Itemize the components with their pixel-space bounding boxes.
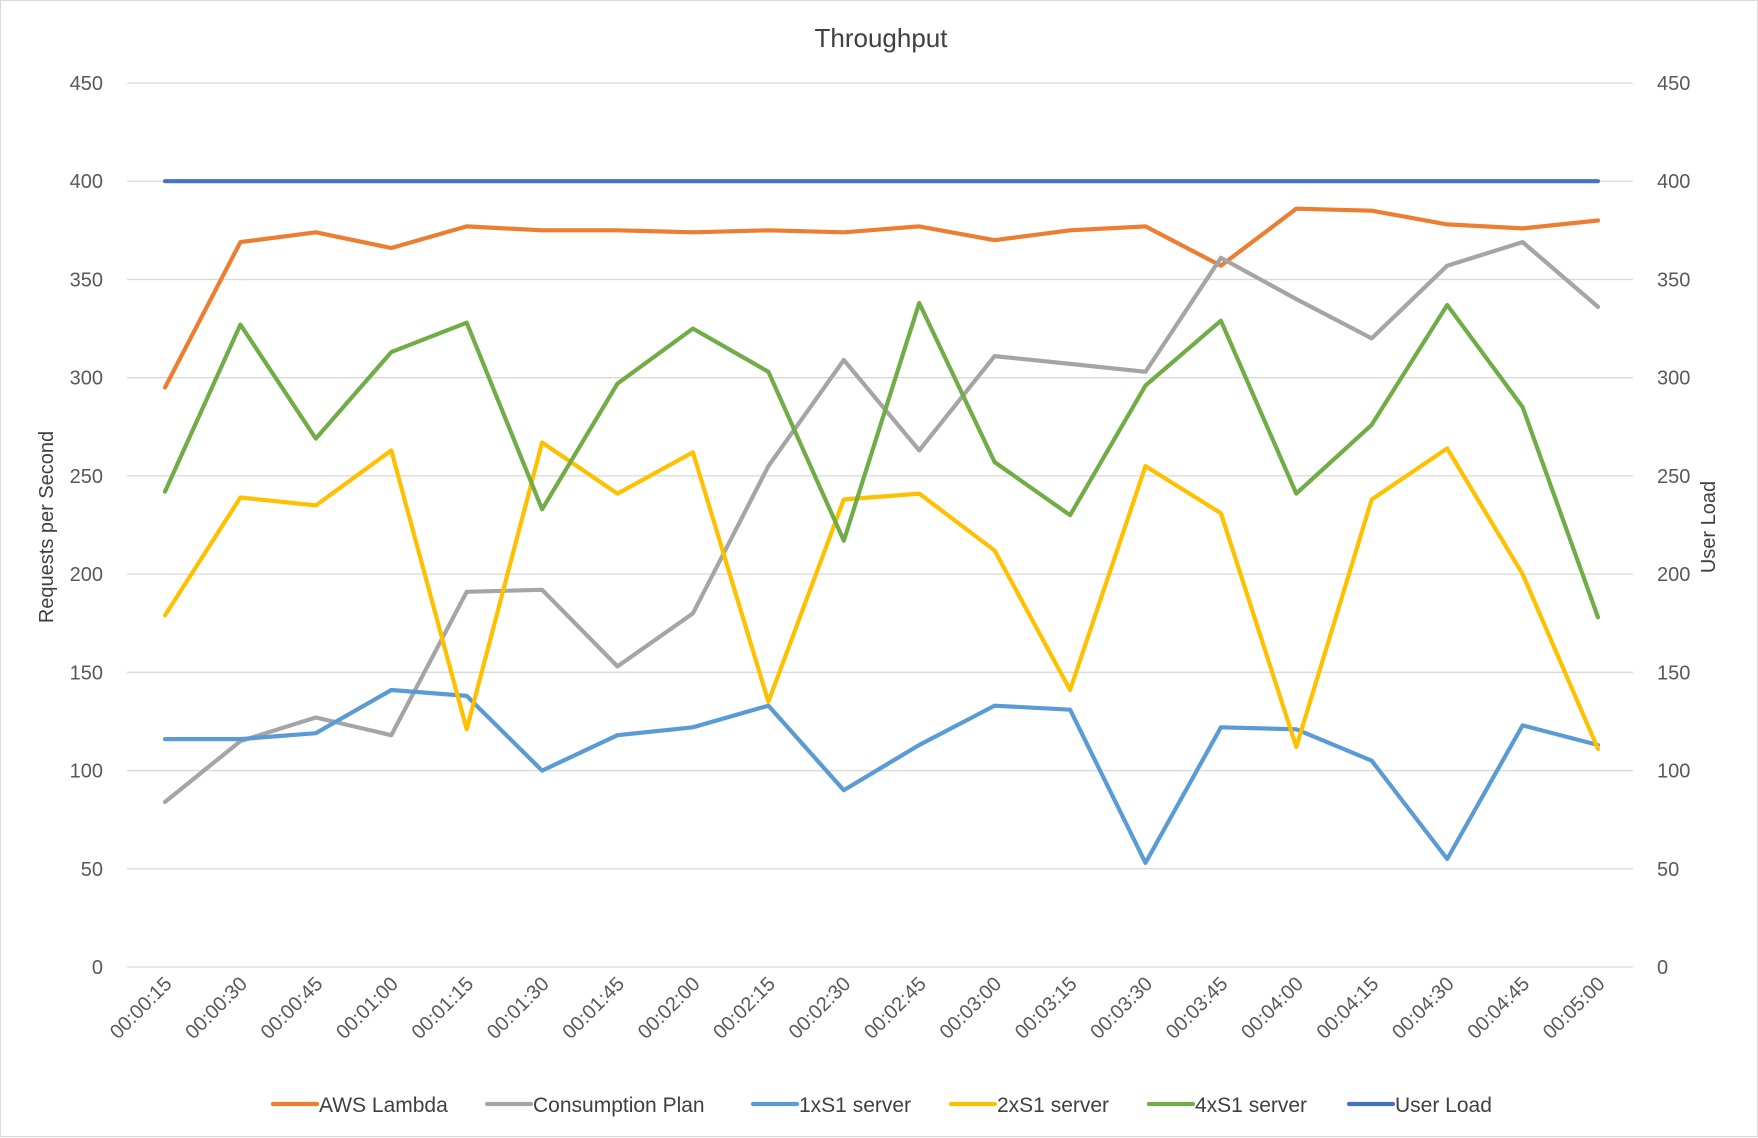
y-axis-title: Requests per Second [36, 431, 58, 623]
y2-axis-ticks: 0 50 100 150 200 250 300 350 400 450 [1657, 73, 1690, 979]
series-line-2xs1-server [162, 440, 1601, 752]
series-line-4xs1-server [162, 300, 1601, 620]
y-tick-label: 150 [70, 662, 103, 684]
y2-tick-label: 0 [1657, 957, 1668, 979]
y-tick-label: 450 [70, 73, 103, 95]
x-tick-label: 00:01:30 [483, 973, 554, 1044]
y2-tick-label: 50 [1657, 859, 1679, 881]
y-tick-label: 0 [92, 957, 103, 979]
y-tick-label: 200 [70, 564, 103, 586]
x-tick-label: 00:02:00 [634, 973, 705, 1044]
legend-label: 4xS1 server [1195, 1094, 1307, 1117]
x-tick-label: 00:03:00 [936, 973, 1007, 1044]
x-tick-label: 00:02:15 [709, 973, 780, 1044]
series-line-1xs1-server [162, 687, 1601, 866]
y2-tick-label: 250 [1657, 466, 1690, 488]
y-tick-label: 100 [70, 761, 103, 783]
x-tick-label: 00:04:30 [1388, 973, 1459, 1044]
x-tick-label: 00:02:30 [785, 973, 856, 1044]
x-tick-label: 00:01:00 [332, 973, 403, 1044]
chart-title: Throughput [815, 23, 949, 53]
y2-tick-label: 400 [1657, 171, 1690, 193]
x-tick-label: 00:04:45 [1464, 973, 1535, 1044]
legend-label: User Load [1395, 1094, 1492, 1117]
y-tick-label: 50 [81, 859, 103, 881]
series-line-consumption-plan [162, 240, 1601, 805]
legend-label: Consumption Plan [533, 1094, 705, 1117]
y2-tick-label: 200 [1657, 564, 1690, 586]
x-tick-label: 00:00:15 [106, 973, 177, 1044]
legend: AWS Lambda Consumption Plan 1xS1 server 2xS… [270, 1094, 1492, 1117]
legend-label: 2xS1 server [997, 1094, 1109, 1117]
y-axis-ticks: 0 50 100 150 200 250 300 350 400 450 [70, 73, 103, 979]
x-tick-label: 00:04:15 [1313, 973, 1384, 1044]
legend-label: 1xS1 server [799, 1094, 911, 1117]
y2-tick-label: 100 [1657, 761, 1690, 783]
y-tick-label: 350 [70, 269, 103, 291]
x-tick-label: 00:03:30 [1086, 973, 1157, 1044]
x-tick-label: 00:02:45 [860, 973, 931, 1044]
y-tick-label: 400 [70, 171, 103, 193]
y-tick-label: 250 [70, 466, 103, 488]
x-tick-label: 00:01:45 [558, 973, 629, 1044]
y2-tick-label: 150 [1657, 662, 1690, 684]
y2-tick-label: 350 [1657, 269, 1690, 291]
x-tick-label: 00:01:15 [408, 973, 479, 1044]
y2-axis-title: User Load [1698, 481, 1720, 573]
series-line-aws-lambda [162, 206, 1601, 390]
y2-tick-label: 300 [1657, 368, 1690, 390]
y2-tick-label: 450 [1657, 73, 1690, 95]
series-lines [162, 179, 1601, 866]
x-tick-label: 00:03:45 [1162, 973, 1233, 1044]
x-tick-label: 00:04:00 [1237, 973, 1308, 1044]
x-tick-label: 00:03:15 [1011, 973, 1082, 1044]
x-tick-label: 00:05:00 [1539, 973, 1610, 1044]
x-axis-ticks: 00:00:15 00:00:30 00:00:45 00:01:00 00:01:15… [106, 973, 1610, 1044]
x-tick-label: 00:00:30 [181, 973, 252, 1044]
x-tick-label: 00:00:45 [257, 973, 328, 1044]
legend-label: AWS Lambda [319, 1094, 448, 1117]
y-tick-label: 300 [70, 368, 103, 390]
